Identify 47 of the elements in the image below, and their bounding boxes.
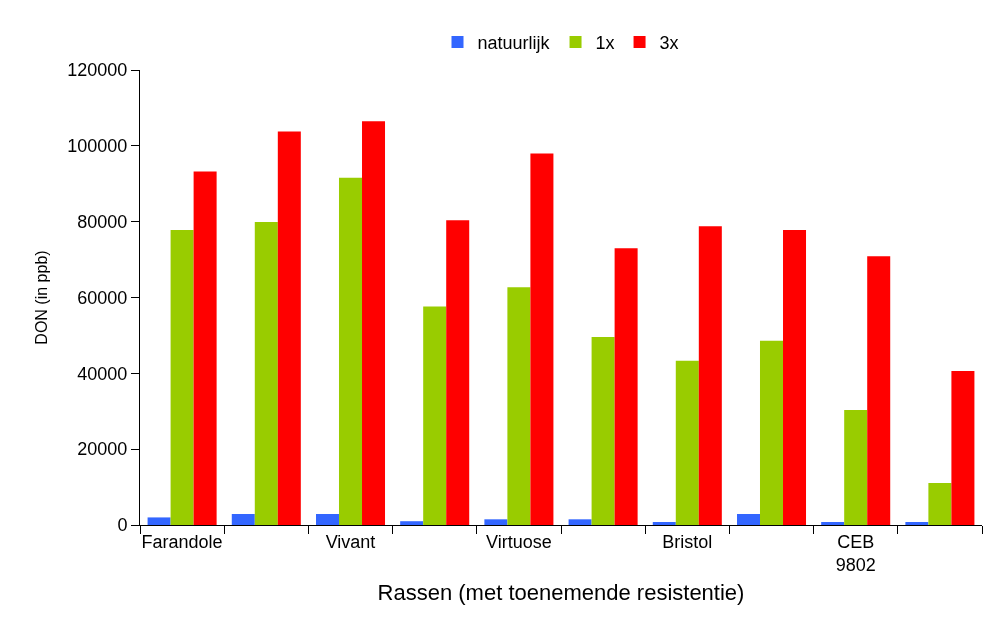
bar bbox=[568, 519, 592, 525]
bar bbox=[736, 514, 760, 525]
bar bbox=[675, 360, 699, 525]
x-axis-title: Rassen (met toenemende resistentie) bbox=[377, 579, 745, 605]
bar bbox=[193, 171, 217, 525]
legend-label: 1x bbox=[595, 33, 615, 54]
bar bbox=[254, 222, 278, 525]
bar bbox=[147, 517, 171, 525]
y-tick-label: 40000 bbox=[77, 363, 128, 384]
bar bbox=[400, 521, 424, 525]
bar bbox=[783, 230, 807, 525]
bar bbox=[821, 521, 845, 525]
bar bbox=[844, 410, 868, 525]
y-tick-label: 0 bbox=[117, 515, 128, 536]
y-tick-label: 100000 bbox=[67, 136, 128, 157]
x-tick-label: Virtuose bbox=[486, 531, 552, 552]
bar bbox=[315, 514, 339, 525]
bar bbox=[867, 256, 891, 525]
x-tick-label: CEB 9802 bbox=[835, 531, 876, 575]
bar bbox=[446, 220, 470, 525]
bar bbox=[277, 131, 301, 525]
bar bbox=[652, 521, 676, 525]
legend-label: natuurlijk bbox=[477, 33, 551, 54]
y-tick-label: 120000 bbox=[67, 60, 128, 81]
bar bbox=[759, 340, 784, 525]
bar bbox=[423, 306, 447, 525]
y-tick-label: 20000 bbox=[77, 439, 128, 460]
bar bbox=[484, 519, 508, 525]
y-axis-title: DON (in ppb) bbox=[33, 250, 51, 345]
bar bbox=[591, 336, 615, 525]
bar bbox=[362, 121, 386, 525]
y-tick-label: 60000 bbox=[77, 287, 128, 308]
bar bbox=[507, 287, 531, 525]
bar bbox=[698, 226, 722, 525]
bar bbox=[905, 521, 929, 525]
bar bbox=[530, 153, 554, 525]
bar bbox=[338, 177, 363, 525]
y-tick-label: 80000 bbox=[77, 211, 128, 232]
x-tick-label: Bristol bbox=[662, 531, 713, 552]
x-tick-label: Vivant bbox=[325, 531, 376, 552]
bar bbox=[170, 230, 194, 525]
bar bbox=[928, 482, 952, 525]
bar bbox=[951, 371, 975, 525]
bar bbox=[614, 248, 638, 525]
legend-label: 3x bbox=[659, 33, 679, 54]
bar bbox=[231, 514, 255, 525]
x-tick-label: Farandole bbox=[141, 531, 223, 552]
